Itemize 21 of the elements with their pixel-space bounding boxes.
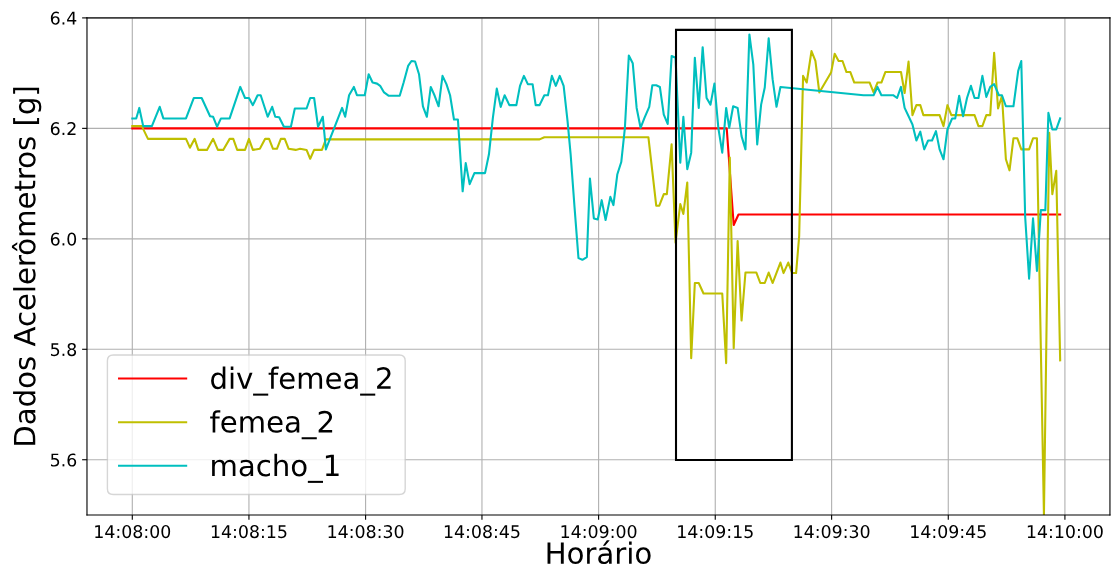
legend-label: femea_2 xyxy=(210,410,333,440)
x-tick-label: 14:09:00 xyxy=(561,525,637,539)
x-tick-label: 14:08:00 xyxy=(95,525,171,539)
y-axis-title: Dados Acelerômetros [g] xyxy=(11,87,42,445)
y-tick-label: 6.2 xyxy=(50,122,76,136)
y-tick-label: 6.4 xyxy=(50,11,77,25)
x-axis-title: Horário xyxy=(547,540,651,565)
legend-label: macho_1 xyxy=(212,453,339,483)
x-tick-label: 14:09:30 xyxy=(794,525,870,539)
line-series xyxy=(131,50,1062,515)
x-tick-label: 14:09:15 xyxy=(678,525,753,539)
x-tick-label: 14:08:45 xyxy=(444,525,520,539)
x-tick-label: 14:08:15 xyxy=(211,525,287,539)
x-tick-label: 14:10:00 xyxy=(1027,525,1103,539)
legend-label: div_femea_2 xyxy=(211,366,391,396)
x-tick-label: 14:09:45 xyxy=(911,525,986,539)
y-tick-label: 5.8 xyxy=(50,342,77,357)
y-tick-label: 6.0 xyxy=(50,232,77,246)
line-series xyxy=(131,33,1062,280)
y-tick-label: 5.6 xyxy=(50,453,77,467)
x-tick-label: 14:08:30 xyxy=(328,525,404,539)
